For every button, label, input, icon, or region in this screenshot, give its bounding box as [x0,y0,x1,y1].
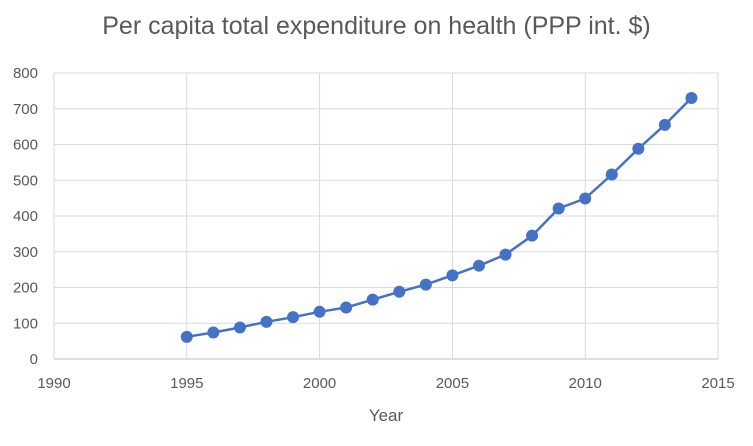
data-point [419,278,432,291]
data-point [472,259,485,272]
x-axis-title: Year [369,406,404,425]
y-tick-label: 200 [13,280,38,297]
data-point [393,285,406,298]
data-point [313,305,326,318]
data-point [499,248,512,261]
y-tick-label: 600 [13,137,38,154]
data-point [605,168,618,181]
chart-title: Per capita total expenditure on health (… [102,12,651,40]
data-point [260,315,273,328]
y-tick-label: 100 [13,315,38,332]
x-tick-label: 2005 [436,375,469,392]
data-point [446,269,459,282]
series-line [186,97,693,339]
y-tick-label: 500 [13,172,38,189]
data-point [180,330,193,343]
data-point [632,142,645,155]
data-point [366,293,379,306]
y-tick-label: 700 [13,101,38,118]
y-tick-label: 800 [13,65,38,82]
data-point [526,229,539,242]
data-point [233,321,246,334]
y-tick-label: 400 [13,208,38,225]
data-point [658,118,671,131]
series-layer [180,92,698,343]
y-tick-label: 0 [30,351,38,368]
data-point [579,192,592,205]
data-point [685,92,698,105]
x-tick-label: 1995 [170,375,203,392]
data-point [552,202,565,215]
data-point [207,326,220,339]
x-tick-label: 2010 [569,375,602,392]
tick-labels: 0 100 200 300 400 500 600 700 800 1990 1995 2000 200… [13,65,735,392]
gridlines [53,72,719,360]
y-tick-label: 300 [13,244,38,261]
x-tick-label: 1990 [37,375,70,392]
x-tick-label: 2000 [303,375,336,392]
data-point [340,301,353,314]
data-point [287,311,300,324]
x-tick-label: 2015 [701,375,734,392]
